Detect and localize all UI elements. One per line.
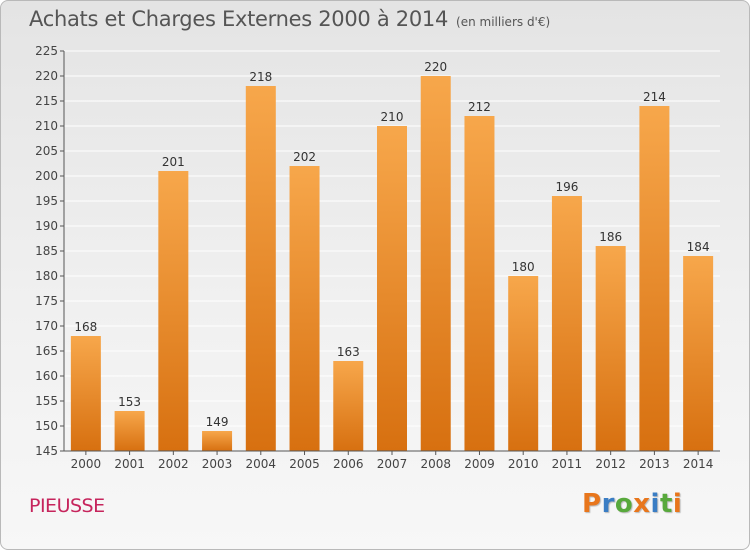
axis-layer: 145 150 155 160 165 170 175 180 185 190 195 200 205 2…	[35, 44, 720, 471]
chart-title: Achats et Charges Externes 2000 à 2014 (e…	[29, 7, 550, 31]
data-label: 186	[599, 230, 622, 244]
bar-2008	[420, 76, 451, 451]
y-tick-label: 185	[35, 244, 58, 258]
x-tick-label: 2012	[595, 457, 626, 471]
commune-name: PIEUSSE	[29, 495, 105, 517]
y-tick-label: 180	[35, 269, 58, 283]
data-label: 218	[249, 70, 272, 84]
logo-letter: i	[672, 489, 683, 519]
data-label: 180	[512, 260, 535, 274]
y-tick-label: 210	[35, 119, 58, 133]
chart-subtitle: (en milliers d'€)	[456, 15, 551, 29]
y-tick-label: 155	[35, 394, 58, 408]
bar-2002	[158, 171, 189, 451]
y-tick-label: 150	[35, 419, 58, 433]
data-label: 163	[337, 345, 360, 359]
logo-letter: i	[650, 489, 660, 519]
bar-layer: 168 153 201 149 218 202 163 210 220 212 180 196 186 2…	[70, 60, 714, 451]
data-label: 212	[468, 100, 491, 114]
y-tick-label: 175	[35, 294, 58, 308]
x-tick-label: 2000	[71, 457, 102, 471]
bar-2011	[551, 196, 582, 451]
bar-2013	[639, 106, 670, 451]
x-tick-label: 2010	[508, 457, 539, 471]
y-tick-label: 200	[35, 169, 58, 183]
y-tick-label: 225	[35, 44, 58, 58]
y-tick-label: 205	[35, 144, 58, 158]
proxiti-logo[interactable]: Proxiti	[582, 489, 682, 519]
x-tick-label: 2004	[246, 457, 277, 471]
y-tick-label: 195	[35, 194, 58, 208]
y-tick-label: 170	[35, 319, 58, 333]
x-tick-label: 2003	[202, 457, 233, 471]
logo-letter: x	[633, 489, 651, 519]
chart-title-text: Achats et Charges Externes 2000 à 2014	[29, 7, 449, 31]
x-tick-label: 2009	[464, 457, 495, 471]
data-label: 196	[555, 180, 578, 194]
bar-2004	[245, 86, 276, 451]
y-tick-label: 220	[35, 69, 58, 83]
y-tick-label: 160	[35, 369, 58, 383]
x-tick-label: 2007	[377, 457, 408, 471]
data-label: 202	[293, 150, 316, 164]
bar-2014	[683, 256, 714, 451]
data-label: 149	[206, 415, 229, 429]
bar-2003	[202, 431, 233, 451]
data-label: 168	[74, 320, 97, 334]
bar-2001	[114, 411, 145, 451]
x-tick-label: 2013	[639, 457, 670, 471]
data-label: 153	[118, 395, 141, 409]
bar-2007	[377, 126, 407, 451]
x-tick-label: 2001	[114, 457, 145, 471]
bar-2006	[333, 361, 364, 451]
y-tick-label: 165	[35, 344, 58, 358]
logo-letter: r	[601, 489, 615, 519]
bar-2005	[289, 166, 320, 451]
data-label: 210	[381, 110, 404, 124]
data-label: 201	[162, 155, 185, 169]
data-label: 184	[687, 240, 710, 254]
x-tick-label: 2008	[420, 457, 451, 471]
logo-letter: o	[614, 489, 634, 519]
y-tick-label: 215	[35, 94, 58, 108]
x-tick-label: 2006	[333, 457, 364, 471]
x-tick-label: 2014	[683, 457, 714, 471]
bar-2009	[464, 116, 495, 451]
y-tick-label: 145	[35, 444, 58, 458]
x-tick-label: 2002	[158, 457, 189, 471]
x-tick-label: 2005	[289, 457, 320, 471]
x-tick-label: 2011	[552, 457, 583, 471]
data-label: 220	[424, 60, 447, 74]
data-label: 214	[643, 90, 666, 104]
bar-2010	[508, 276, 539, 451]
y-tick-label: 190	[35, 219, 58, 233]
bar-2012	[595, 246, 626, 451]
logo-letter: P	[582, 489, 602, 519]
bar-2000	[70, 336, 101, 451]
logo-letter: t	[659, 489, 673, 519]
